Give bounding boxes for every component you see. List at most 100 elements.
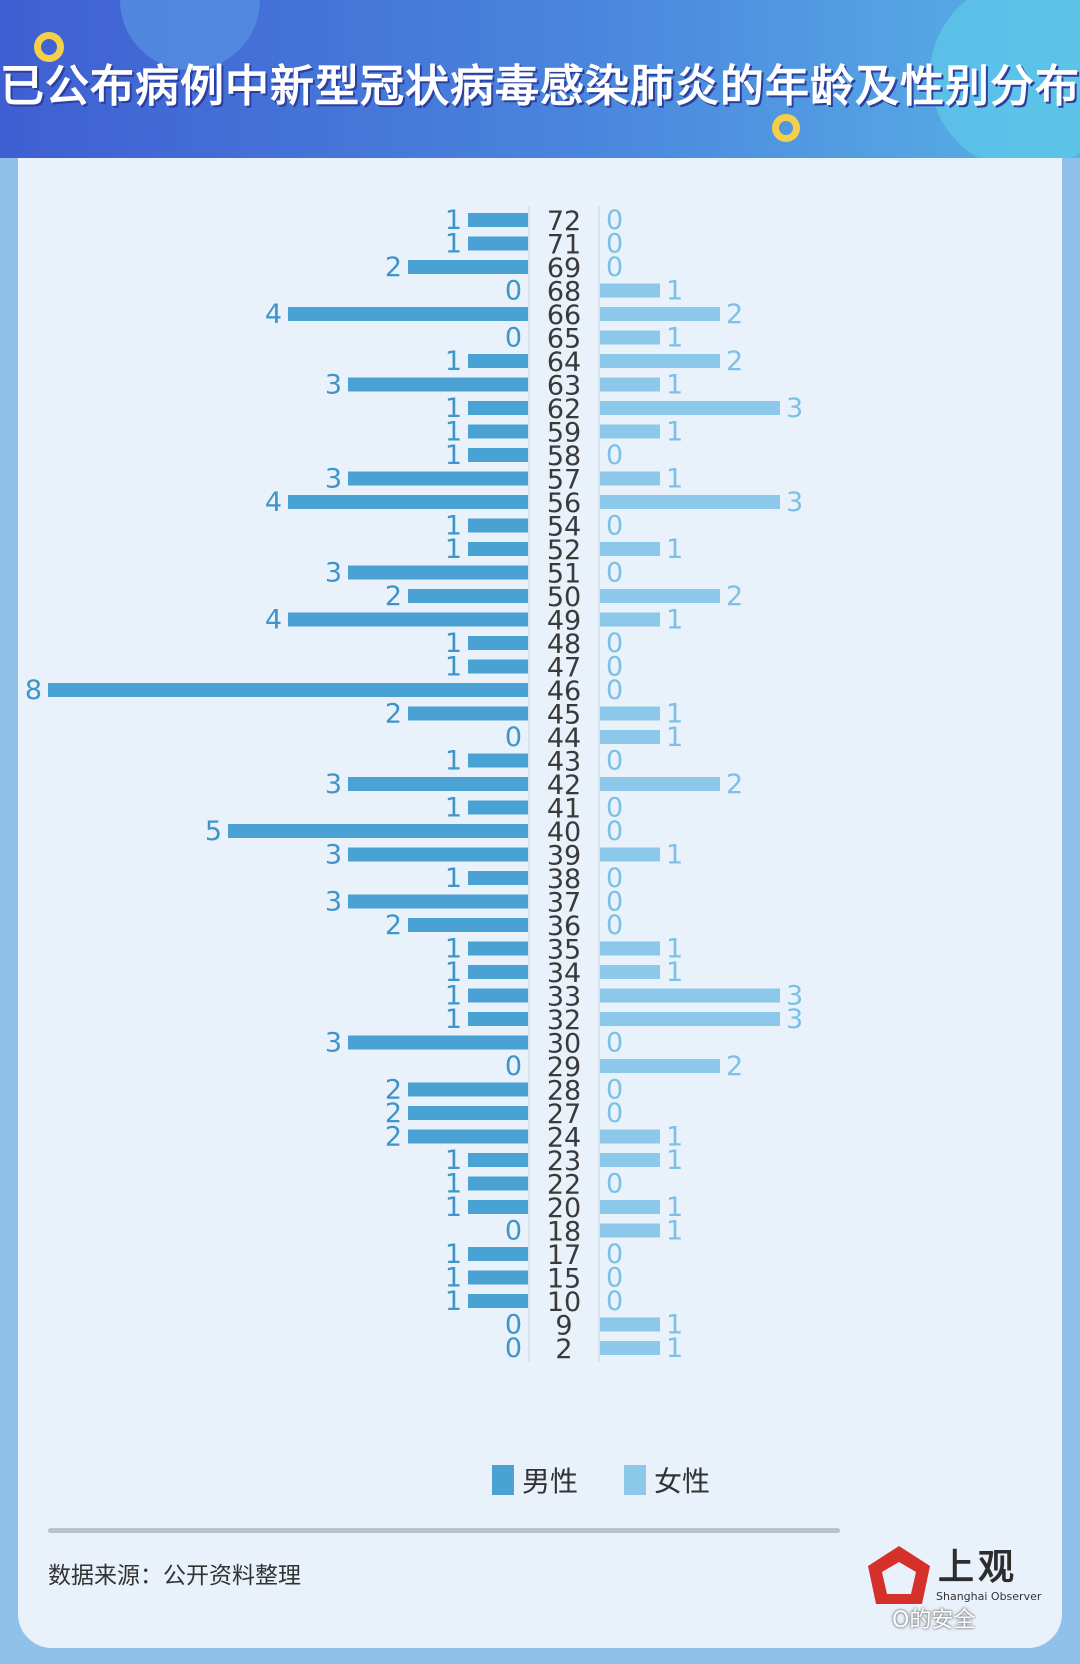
male-value-label: 1 [445, 440, 462, 471]
age-tick-label: 66 [547, 300, 581, 331]
age-tick-label: 37 [547, 888, 581, 919]
male-bar [468, 424, 528, 439]
male-bar [408, 1106, 528, 1120]
female-value-label: 1 [666, 1122, 683, 1153]
female-bar [600, 307, 720, 321]
male-value-label: 0 [505, 1216, 522, 1247]
male-bar [468, 354, 528, 368]
male-bar [408, 918, 528, 932]
decor-circle-right [930, 0, 1080, 158]
legend-swatch-male [492, 1465, 514, 1495]
male-value-label: 2 [385, 1122, 402, 1153]
female-value-label: 1 [666, 1192, 683, 1223]
female-value-label: 1 [666, 1145, 683, 1176]
female-value-label: 2 [726, 581, 743, 612]
age-tick-label: 27 [547, 1099, 581, 1130]
female-value-label: 0 [606, 558, 623, 589]
female-bar [600, 589, 720, 603]
female-value-label: 0 [606, 675, 623, 706]
female-bar [600, 354, 720, 368]
male-value-label: 1 [445, 1286, 462, 1317]
divider [48, 1528, 840, 1533]
age-tick-label: 44 [547, 723, 581, 754]
age-tick-label: 28 [547, 1076, 581, 1107]
female-value-label: 0 [606, 628, 623, 659]
female-value-label: 0 [606, 887, 623, 918]
age-tick-label: 32 [547, 1005, 581, 1036]
male-bar [468, 1247, 528, 1261]
male-bar [348, 894, 528, 909]
male-bar [468, 753, 528, 768]
female-bar [600, 847, 660, 862]
male-value-label: 3 [325, 769, 342, 800]
age-tick-label: 50 [547, 582, 581, 613]
female-value-label: 0 [606, 1263, 623, 1294]
source-note: 数据来源：公开资料整理 [48, 1563, 301, 1589]
female-value-label: 1 [666, 699, 683, 730]
header-banner: 已公布病例中新型冠状病毒感染肺炎的年龄及性别分布 [0, 0, 1080, 158]
female-bar [600, 1341, 660, 1355]
male-value-label: 4 [265, 487, 282, 518]
male-bar [408, 260, 528, 274]
male-value-label: 1 [445, 746, 462, 777]
age-tick-label: 23 [547, 1146, 581, 1177]
female-value-label: 3 [786, 981, 803, 1012]
age-tick-label: 34 [547, 958, 581, 989]
age-tick-label: 15 [547, 1264, 581, 1295]
male-value-label: 3 [325, 464, 342, 495]
female-value-label: 0 [606, 511, 623, 542]
male-value-label: 2 [385, 699, 402, 730]
female-value-label: 0 [606, 1169, 623, 1200]
age-tick-label: 51 [547, 559, 581, 590]
age-tick-label: 47 [547, 653, 581, 684]
male-bar [468, 636, 528, 650]
watermark: O的安全 [892, 1608, 976, 1633]
age-tick-label: 45 [547, 700, 581, 731]
male-value-label: 0 [505, 323, 522, 354]
male-bar [348, 565, 528, 580]
age-tick-label: 46 [547, 676, 581, 707]
age-tick-label: 38 [547, 864, 581, 895]
female-bar [600, 1012, 780, 1026]
female-bar [600, 730, 660, 744]
chart-panel: 1 0 72 1 0 71 2 0 69 0 1 68 4 2 66 0 1 65 1 2 64 3 1 63 1 3 62 1 1 59… [18, 158, 1062, 1648]
age-tick-label: 63 [547, 371, 581, 402]
age-tick-label: 9 [555, 1311, 572, 1342]
age-tick-label: 57 [547, 465, 581, 496]
male-bar [348, 471, 528, 486]
male-value-label: 4 [265, 605, 282, 636]
male-value-label: 2 [385, 581, 402, 612]
female-value-label: 0 [606, 205, 623, 236]
male-bar [348, 1035, 528, 1050]
female-bar [600, 495, 780, 509]
age-tick-label: 48 [547, 629, 581, 660]
male-bar [468, 236, 528, 251]
female-value-label: 0 [606, 652, 623, 683]
age-tick-label: 49 [547, 606, 581, 637]
male-value-label: 3 [325, 840, 342, 871]
female-value-label: 1 [666, 464, 683, 495]
female-bar [600, 283, 660, 298]
age-tick-label: 17 [547, 1240, 581, 1271]
female-bar [600, 988, 780, 1003]
male-value-label: 1 [445, 793, 462, 824]
male-bar [408, 706, 528, 721]
legend-item-female: 女性 [624, 1460, 710, 1500]
female-value-label: 0 [606, 1286, 623, 1317]
male-value-label: 1 [445, 534, 462, 565]
female-value-label: 0 [606, 746, 623, 777]
male-bar [468, 1294, 528, 1308]
age-tick-label: 42 [547, 770, 581, 801]
male-value-label: 0 [505, 1051, 522, 1082]
male-bar [468, 448, 528, 462]
female-bar [600, 1059, 720, 1073]
age-tick-label: 39 [547, 841, 581, 872]
brand-logo: 上观 Shanghai Observer O的安全 [864, 1538, 1064, 1648]
female-bar [600, 1129, 660, 1144]
female-bar [600, 1223, 660, 1238]
age-tick-label: 58 [547, 441, 581, 472]
age-tick-label: 68 [547, 277, 581, 308]
female-value-label: 2 [726, 769, 743, 800]
female-value-label: 0 [606, 863, 623, 894]
female-value-label: 0 [606, 816, 623, 847]
